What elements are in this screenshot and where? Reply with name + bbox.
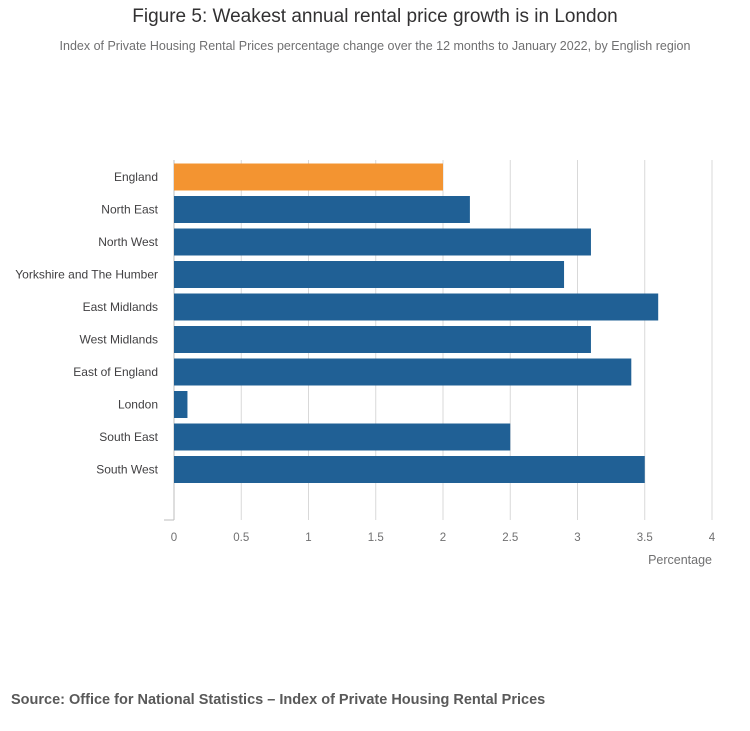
- bar: [174, 163, 443, 191]
- bar: [174, 423, 511, 451]
- bar: [174, 456, 645, 483]
- x-tick-label: 2.5: [502, 532, 518, 544]
- x-tick-label: 0.5: [233, 532, 249, 544]
- category-label: England: [114, 170, 158, 184]
- bar: [174, 261, 565, 288]
- category-label: East of England: [73, 365, 158, 379]
- category-label: South East: [99, 430, 158, 444]
- category-label: London: [118, 398, 158, 412]
- category-label: South West: [96, 463, 158, 477]
- category-label: West Midlands: [80, 333, 158, 347]
- bars: [174, 163, 659, 483]
- x-tick-label: 1.5: [368, 532, 384, 544]
- bar: [174, 293, 659, 321]
- chart-subtitle: Index of Private Housing Rental Prices p…: [59, 39, 691, 53]
- bar: [174, 326, 591, 353]
- x-tick-labels: 0 0.5 1 1.5 2 2.5 3 3.5 4: [171, 532, 716, 544]
- chart-title: Figure 5: Weakest annual rental price gr…: [132, 6, 618, 27]
- source-note: Source: Office for National Statistics –…: [11, 692, 546, 708]
- bar: [174, 228, 591, 256]
- x-tick-label: 3.5: [637, 532, 653, 544]
- category-label: Yorkshire and The Humber: [15, 268, 158, 282]
- bar: [174, 391, 188, 418]
- category-label: North West: [98, 235, 158, 249]
- bar: [174, 196, 470, 223]
- x-tick-label: 1: [305, 532, 311, 544]
- x-axis-label: Percentage: [648, 553, 712, 567]
- bar: [174, 358, 632, 386]
- category-label: East Midlands: [83, 300, 158, 314]
- x-tick-label: 4: [709, 532, 716, 544]
- x-tick-label: 0: [171, 532, 177, 544]
- x-tick-label: 2: [440, 532, 446, 544]
- x-tick-label: 3: [574, 532, 580, 544]
- category-labels: England North East North West Yorkshire and…: [15, 170, 158, 477]
- category-label: North East: [101, 203, 158, 217]
